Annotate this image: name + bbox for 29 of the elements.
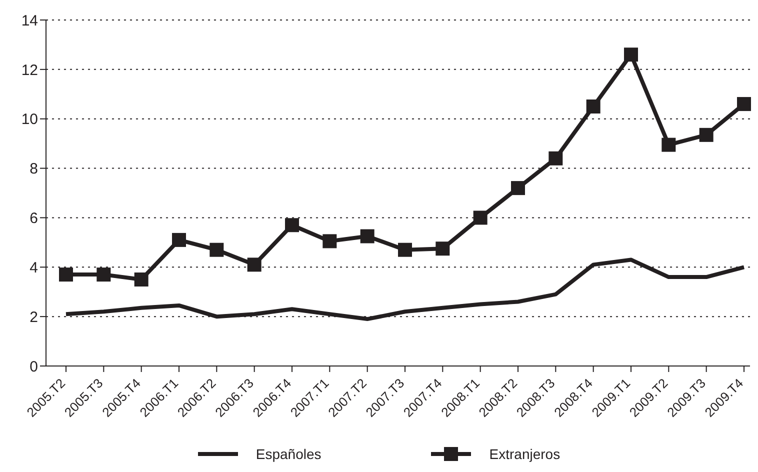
point xyxy=(473,210,488,225)
point xyxy=(398,242,412,257)
y-tick-label: 8 xyxy=(30,160,38,178)
point xyxy=(247,258,262,272)
point xyxy=(511,181,525,196)
point xyxy=(134,272,148,286)
point xyxy=(210,242,224,257)
y-tick-label: 2 xyxy=(30,308,38,326)
y-tick-label: 4 xyxy=(30,259,38,276)
point xyxy=(322,234,337,248)
y-tick-label: 12 xyxy=(21,62,38,79)
point xyxy=(285,218,299,232)
point xyxy=(172,232,186,247)
y-tick-label: 6 xyxy=(30,210,38,228)
point xyxy=(360,229,374,244)
point xyxy=(624,48,638,62)
point xyxy=(548,151,563,166)
point xyxy=(586,100,600,114)
y-tick-label: 0 xyxy=(30,358,38,376)
point xyxy=(699,128,714,142)
point xyxy=(96,268,111,282)
point xyxy=(662,138,676,152)
legend-label: Españoles xyxy=(256,446,322,462)
y-tick-label: 10 xyxy=(21,111,38,128)
y-tick-label: 14 xyxy=(21,12,38,30)
point xyxy=(436,242,450,256)
point xyxy=(59,268,73,282)
legend-label: Extranjeros xyxy=(489,446,560,462)
point xyxy=(737,97,751,112)
